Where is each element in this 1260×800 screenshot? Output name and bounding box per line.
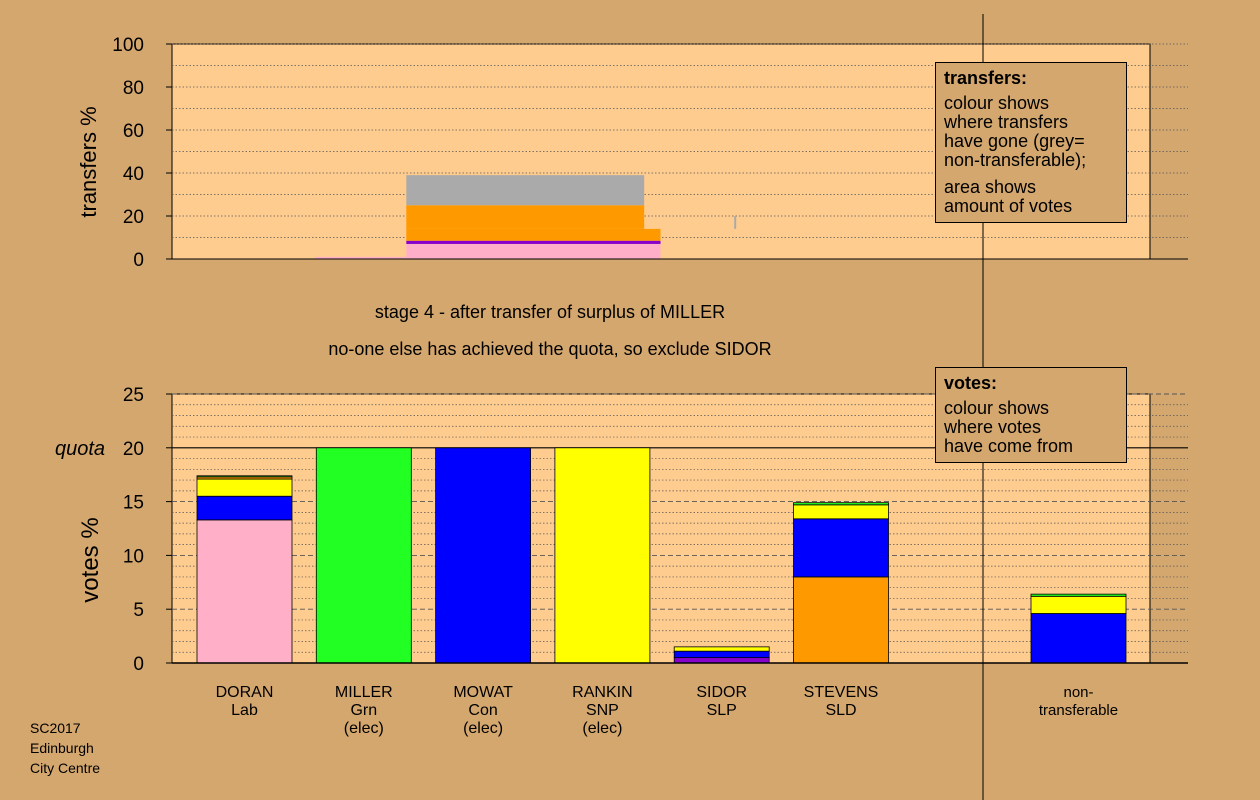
y-tick-label: 80 bbox=[123, 78, 144, 99]
stage-subtitle: no-one else has achieved the quota, so e… bbox=[328, 339, 772, 359]
transfers-legend-line: non-transferable); bbox=[944, 150, 1087, 170]
vote-segment-slp bbox=[673, 657, 770, 664]
y-tick-label: 15 bbox=[123, 493, 144, 514]
transfers-legend-line: where transfers bbox=[944, 112, 1069, 132]
vote-segment-snp bbox=[196, 478, 293, 497]
vote-bar-sidor bbox=[673, 646, 770, 664]
election-footer: SC2017 Edinburgh City Centre bbox=[30, 718, 100, 778]
candidate-label-line: DORAN bbox=[216, 684, 274, 701]
y-tick-label: 40 bbox=[123, 164, 144, 185]
votes-legend-line: colour shows bbox=[944, 398, 1050, 418]
vote-segment-snp bbox=[554, 447, 651, 664]
transfer-block-stevens bbox=[406, 205, 645, 229]
candidate-label-line: MILLER bbox=[335, 684, 393, 701]
transfer-block-non-transferable bbox=[734, 216, 737, 229]
candidate-label-line: (elec) bbox=[582, 720, 622, 737]
vote-segment-lab bbox=[196, 519, 293, 664]
vote-segment-con bbox=[435, 447, 532, 664]
vote-bar-mowat bbox=[435, 447, 532, 664]
transfer-blocks bbox=[315, 175, 737, 259]
candidate-labels: DORANLabMILLERGrn(elec)MOWATCon(elec)RAN… bbox=[216, 684, 1119, 737]
votes-y-axis-label: votes % bbox=[77, 517, 104, 602]
candidate-label-line: Lab bbox=[231, 702, 258, 719]
candidate-label-line: Grn bbox=[350, 702, 377, 719]
votes-legend: votes: colour shows where votes have com… bbox=[935, 367, 1127, 463]
vote-bar-miller bbox=[315, 447, 412, 664]
transfer-block-stevens bbox=[406, 228, 661, 241]
votes-legend-line: where votes bbox=[944, 417, 1042, 437]
vote-segment-snp bbox=[673, 646, 770, 652]
y-tick-label: 20 bbox=[123, 439, 144, 460]
vote-segment-con bbox=[1030, 613, 1127, 664]
vote-segment-con bbox=[196, 495, 293, 521]
transfers-legend: transfers: colour shows where transfers … bbox=[935, 62, 1127, 223]
vote-segment-grn bbox=[1030, 593, 1127, 597]
y-tick-label: 25 bbox=[123, 385, 144, 406]
vote-segment-con bbox=[793, 518, 889, 578]
y-tick-label: 10 bbox=[123, 546, 144, 567]
vote-bar-non bbox=[1030, 593, 1127, 664]
y-tick-label: 100 bbox=[112, 35, 144, 56]
transfers-legend-line: have gone (grey= bbox=[944, 131, 1085, 151]
vote-segment-grn bbox=[315, 447, 412, 664]
transfers-legend-line: area shows bbox=[944, 177, 1037, 197]
transfers-legend-title: transfers: bbox=[944, 68, 1028, 88]
y-tick-label: 20 bbox=[123, 207, 144, 228]
vote-bars bbox=[196, 447, 1127, 664]
votes-y-axis: 0 5 10 15 20 25 bbox=[123, 385, 1188, 675]
vote-segment-snp bbox=[1030, 595, 1127, 614]
vote-bar-stevens bbox=[793, 502, 889, 664]
transfers-legend-line: amount of votes bbox=[944, 196, 1073, 216]
candidate-label-line: SLP bbox=[707, 702, 737, 719]
y-tick-label: 0 bbox=[133, 250, 144, 271]
candidate-label-line: non- bbox=[1063, 684, 1093, 701]
y-tick-label: 5 bbox=[133, 600, 144, 621]
vote-segment-sld bbox=[793, 576, 889, 664]
transfers-legend-line: colour shows bbox=[944, 93, 1050, 113]
candidate-label-line: RANKIN bbox=[572, 684, 632, 701]
votes-legend-title: votes: bbox=[944, 373, 998, 393]
quota-label: quota bbox=[55, 438, 105, 460]
vote-segment-grn bbox=[793, 502, 889, 506]
candidate-label-line: STEVENS bbox=[804, 684, 879, 701]
y-tick-label: 60 bbox=[123, 121, 144, 142]
candidate-label-line: SLD bbox=[825, 702, 856, 719]
transfers-y-axis: 0 20 40 60 80 100 bbox=[112, 35, 1188, 271]
vote-bar-rankin bbox=[554, 447, 651, 664]
candidate-label-line: Con bbox=[468, 702, 497, 719]
footer-line: SC2017 bbox=[30, 720, 81, 736]
vote-segment-snp bbox=[793, 504, 889, 520]
votes-legend-line: have come from bbox=[944, 436, 1074, 456]
transfer-block-sidor bbox=[406, 240, 661, 244]
transfer-block-doran bbox=[315, 256, 414, 259]
vote-segment-con bbox=[673, 650, 770, 659]
candidate-label-line: (elec) bbox=[344, 720, 384, 737]
transfers-y-axis-label: transfers % bbox=[76, 106, 101, 217]
stage-title: stage 4 - after transfer of surplus of M… bbox=[374, 302, 726, 322]
vote-segment-grn bbox=[196, 475, 293, 478]
candidate-label-line: (elec) bbox=[463, 720, 503, 737]
transfer-block-non-transferable bbox=[406, 175, 645, 206]
candidate-label-line: SNP bbox=[586, 702, 619, 719]
vote-bar-doran bbox=[196, 475, 293, 664]
candidate-label-line: transferable bbox=[1039, 702, 1118, 719]
candidate-label-line: MOWAT bbox=[453, 684, 513, 701]
transfer-block-doran bbox=[406, 243, 661, 259]
footer-line: City Centre bbox=[30, 760, 101, 776]
footer-line: Edinburgh bbox=[30, 740, 94, 756]
y-tick-label: 0 bbox=[133, 654, 144, 675]
candidate-label-line: SIDOR bbox=[696, 684, 747, 701]
